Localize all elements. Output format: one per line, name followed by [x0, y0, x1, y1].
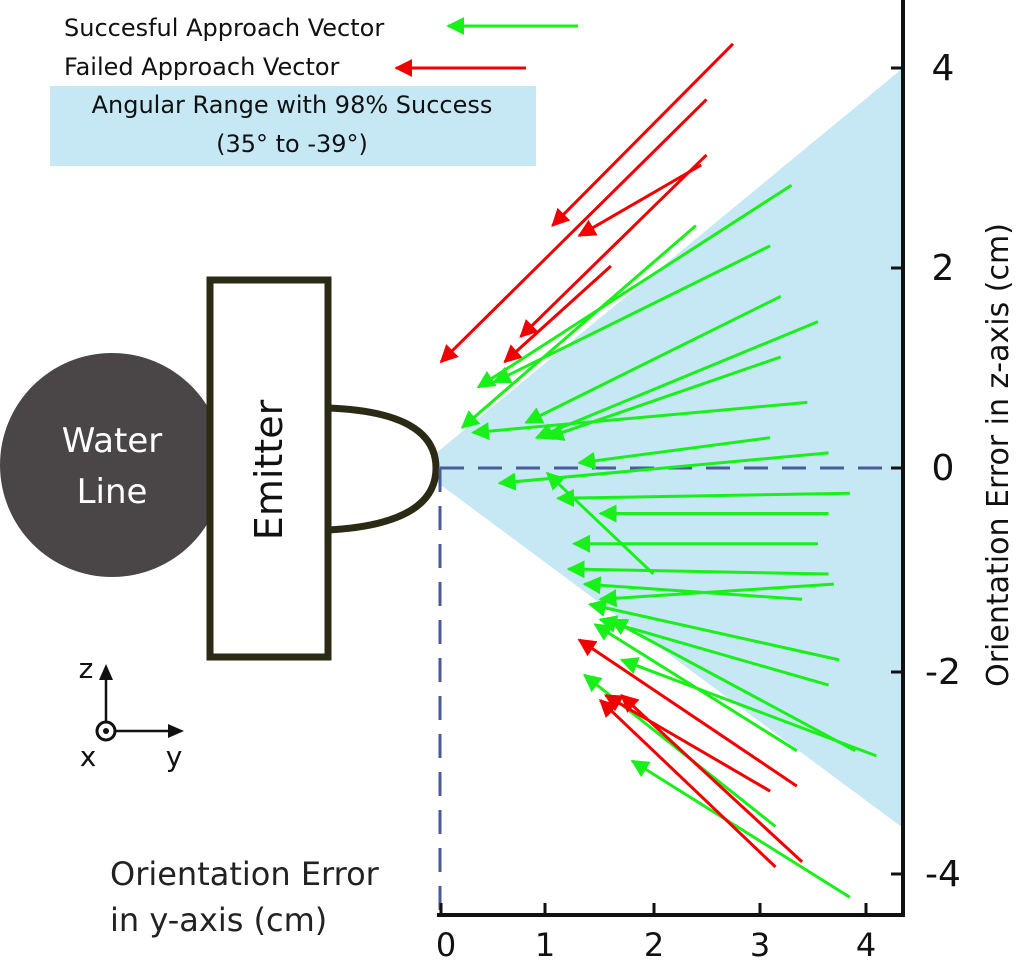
success-vector-17 — [566, 560, 829, 579]
failed-vector-30 — [620, 694, 804, 864]
x-tick-label-4: 4 — [856, 926, 876, 964]
success-vector-19 — [598, 582, 834, 608]
emitter-label: Emitter — [247, 399, 291, 540]
success-vector-18 — [582, 576, 803, 601]
emitter-lens — [327, 404, 440, 534]
vector-field — [439, 42, 877, 899]
x-tick-label-0: 0 — [436, 926, 456, 964]
success-vector-5 — [476, 183, 793, 389]
failed-vector-0 — [551, 42, 735, 227]
success-vector-10 — [545, 355, 782, 441]
x-axis-glyph-label: x — [80, 740, 97, 773]
x-tick-label-2: 2 — [644, 926, 664, 964]
legend: Succesful Approach Vector Failed Approac… — [50, 14, 578, 166]
success-vector-27 — [630, 759, 851, 899]
x-axis-ticks: 0 1 2 3 4 — [436, 903, 876, 964]
failed-vector-4 — [503, 264, 612, 364]
failed-vector-28 — [577, 638, 798, 788]
y-tick-label-neg2: -2 — [925, 652, 961, 693]
angular-range-cone — [418, 68, 903, 828]
coordinate-axes-glyph: z x y — [79, 652, 184, 773]
z-arrow-head — [99, 664, 113, 680]
success-vector-24 — [619, 657, 877, 758]
legend-range-line1: Angular Range with 98% Success — [92, 91, 493, 119]
success-vector-7 — [492, 244, 771, 384]
success-vector-9 — [534, 320, 819, 440]
y-tick-label-4: 4 — [932, 48, 955, 89]
y-tick-label-0: 0 — [932, 448, 955, 489]
y-arrow-head — [168, 724, 184, 738]
x-axis-title-line1: Orientation Error — [110, 855, 380, 893]
failed-vector-2 — [519, 153, 708, 338]
success-vector-12 — [577, 436, 771, 470]
success-vector-8 — [524, 294, 782, 424]
success-vector-20 — [545, 471, 655, 576]
y-tick-label-2: 2 — [932, 248, 955, 289]
legend-success-label: Succesful Approach Vector — [64, 14, 384, 42]
emitter-box — [206, 276, 332, 661]
failed-vector-31 — [598, 699, 777, 869]
water-line-circle — [0, 353, 224, 577]
x-tick-label-1: 1 — [535, 926, 555, 964]
failed-vector-3 — [577, 163, 702, 237]
z-axis-glyph-label: z — [79, 652, 94, 685]
legend-range-line2: (35° to -39°) — [216, 130, 368, 158]
success-vector-21 — [587, 599, 840, 662]
water-line-label-1: Water — [62, 421, 163, 461]
y-axis-title: Orientation Error in z-axis (cm) — [981, 223, 1016, 687]
y-axis-glyph-label: y — [166, 740, 183, 773]
success-vector-11 — [471, 400, 808, 441]
success-vector-22 — [598, 615, 830, 687]
legend-range-swatch — [50, 86, 536, 166]
failed-vector-1 — [439, 98, 708, 364]
y-tick-label-neg4: -4 — [925, 854, 961, 895]
legend-failed-label: Failed Approach Vector — [64, 53, 340, 81]
x-axis-title-line2: in y-axis (cm) — [110, 901, 327, 939]
x-tick-label-3: 3 — [750, 926, 770, 964]
water-line-label-2: Line — [77, 472, 148, 512]
success-vector-25 — [593, 623, 798, 753]
success-vector-6 — [460, 224, 697, 429]
success-vector-14 — [556, 489, 850, 508]
success-vector-23 — [609, 618, 856, 753]
x-axis-dot — [103, 728, 109, 734]
y-axis-ticks: 4 2 0 -2 -4 — [891, 48, 961, 895]
